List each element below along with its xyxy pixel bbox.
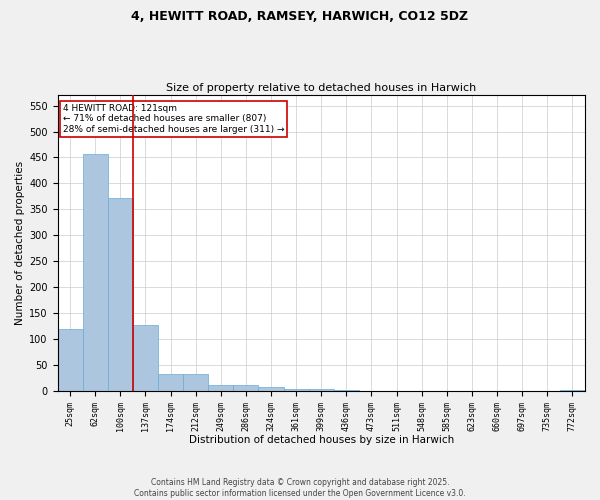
Text: Contains HM Land Registry data © Crown copyright and database right 2025.
Contai: Contains HM Land Registry data © Crown c… [134, 478, 466, 498]
Text: 4 HEWITT ROAD: 121sqm
← 71% of detached houses are smaller (807)
28% of semi-det: 4 HEWITT ROAD: 121sqm ← 71% of detached … [63, 104, 284, 134]
Bar [308, 388, 334, 391]
Bar [58, 329, 83, 391]
Text: 4, HEWITT ROAD, RAMSEY, HARWICH, CO12 5DZ: 4, HEWITT ROAD, RAMSEY, HARWICH, CO12 5D… [131, 10, 469, 23]
Bar [108, 198, 133, 391]
Bar [359, 390, 384, 391]
Bar [259, 387, 284, 391]
Bar [334, 390, 359, 391]
Bar [133, 324, 158, 391]
Title: Size of property relative to detached houses in Harwich: Size of property relative to detached ho… [166, 83, 476, 93]
Bar [158, 374, 183, 391]
Bar [83, 154, 108, 391]
X-axis label: Distribution of detached houses by size in Harwich: Distribution of detached houses by size … [188, 435, 454, 445]
Bar [183, 374, 208, 391]
Bar [409, 390, 434, 391]
Bar [233, 385, 259, 391]
Bar [284, 388, 308, 391]
Bar [208, 385, 233, 391]
Bar [560, 390, 585, 391]
Y-axis label: Number of detached properties: Number of detached properties [15, 161, 25, 325]
